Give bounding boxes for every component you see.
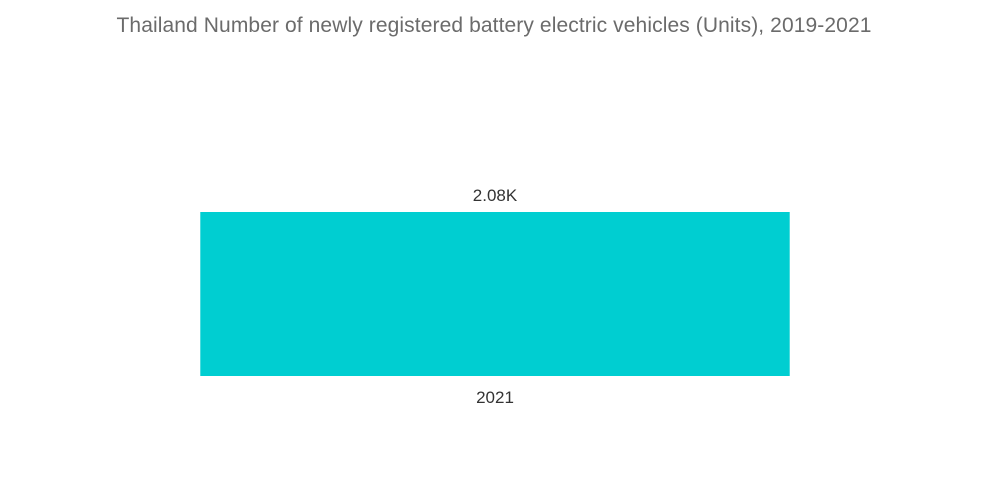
data-label-2021: 2.08K bbox=[473, 186, 518, 205]
labels-layer: 2.08K 2021 bbox=[473, 186, 518, 407]
bar-2021 bbox=[200, 212, 790, 376]
chart-title: Thailand Number of newly registered batt… bbox=[116, 14, 872, 37]
x-tick-label-2021: 2021 bbox=[476, 388, 514, 407]
bars-layer bbox=[200, 212, 790, 376]
